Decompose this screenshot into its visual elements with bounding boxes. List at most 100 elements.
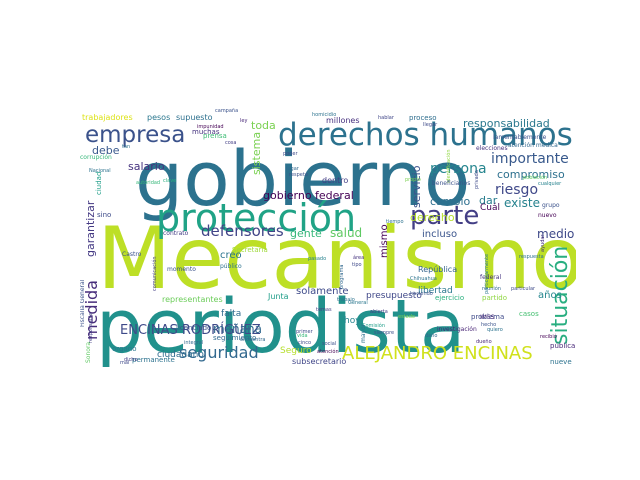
- word: siempre: [374, 330, 395, 336]
- word: público: [220, 263, 242, 270]
- word: cinco: [298, 340, 312, 346]
- word: debe: [92, 144, 120, 157]
- word: supuesto: [176, 113, 213, 122]
- word: contrato: [163, 230, 189, 237]
- word: ENCINAS RODRÍGUEZ: [120, 323, 261, 338]
- word: hecho: [481, 322, 497, 328]
- word: mismo: [379, 224, 390, 258]
- word: lugar: [286, 166, 299, 172]
- word: particularmente: [484, 253, 490, 294]
- word: ayudar: [540, 234, 546, 253]
- word: beneficiarios: [432, 180, 471, 187]
- word: Secretaría: [232, 246, 268, 254]
- word: riesgo: [495, 182, 539, 198]
- word: representantes: [162, 295, 223, 304]
- word: gobierno: [135, 134, 471, 223]
- word: Fiscalía General: [80, 279, 86, 327]
- word: seguridad: [179, 343, 259, 362]
- word: salario: [128, 160, 165, 173]
- word: ciudad: [95, 171, 103, 195]
- word: daño: [425, 333, 438, 339]
- word: trabajadores: [82, 113, 133, 122]
- word: servicio: [410, 165, 423, 208]
- word: años: [538, 290, 562, 301]
- word: federal: [480, 274, 502, 281]
- word: Cuál: [480, 203, 501, 213]
- word: incluso: [422, 229, 458, 240]
- word: autoridad: [136, 180, 161, 186]
- word-cloud: gobierno Mecanismo periodista protección…: [80, 105, 576, 367]
- word: parte: [410, 201, 480, 231]
- word: homicidio: [312, 112, 337, 118]
- word: lamentablemente: [493, 134, 547, 141]
- word: haciendo: [410, 291, 433, 297]
- word: ley: [240, 118, 248, 124]
- word: propio: [405, 177, 421, 183]
- word: investigación: [437, 326, 477, 333]
- word: responsabilidad: [463, 117, 550, 130]
- word: salud: [330, 226, 363, 240]
- word: tiempo: [386, 219, 404, 225]
- word: dueño: [476, 339, 492, 345]
- word: garantizar: [84, 200, 97, 257]
- word: Mecanismo: [97, 209, 576, 309]
- word: mayor: [360, 323, 367, 343]
- word: General: [348, 300, 368, 306]
- word: ALEJANDRO ENCINAS: [342, 343, 533, 364]
- word: dar: [479, 194, 498, 207]
- word: nuevo: [538, 212, 557, 219]
- word: comunicación: [152, 256, 158, 291]
- word: clave: [163, 178, 177, 184]
- word: prensa: [203, 132, 227, 140]
- word: hoy: [344, 316, 361, 326]
- word: nueve: [550, 358, 572, 366]
- word: pública: [550, 342, 576, 350]
- word: elecciones: [476, 145, 508, 152]
- word: derecho: [410, 211, 455, 224]
- word: Comisión: [362, 323, 386, 329]
- word: pesos: [147, 113, 171, 122]
- word: casos: [519, 310, 539, 318]
- word: cosa: [225, 140, 237, 146]
- word: persona: [430, 161, 487, 177]
- word: empresa: [85, 122, 186, 148]
- word: Seguro: [280, 346, 312, 356]
- word: atención: [317, 349, 339, 355]
- word: derechos humanos: [278, 117, 573, 153]
- word: llegar: [423, 122, 438, 128]
- word: Chihuahua: [410, 276, 437, 282]
- word: tan: [122, 144, 131, 150]
- word: periodista: [96, 284, 466, 367]
- word: grupo: [542, 202, 560, 209]
- word: programa: [339, 264, 345, 289]
- word: IMSS: [480, 314, 495, 321]
- word: presupuesto: [366, 291, 422, 301]
- word: protección: [156, 196, 357, 240]
- word: campaña: [215, 108, 239, 114]
- word: hablar: [378, 115, 394, 121]
- word: estado: [398, 314, 415, 320]
- word: Nacional: [89, 168, 111, 174]
- word: tipo: [352, 262, 362, 268]
- word: reunión: [482, 286, 501, 292]
- word: mañana: [213, 322, 262, 336]
- word: Castro: [122, 251, 142, 258]
- word: respeto: [289, 172, 308, 178]
- word: problema: [471, 313, 505, 321]
- word: creo: [220, 250, 242, 261]
- word: sino: [97, 211, 112, 219]
- word: respuesta: [519, 254, 544, 260]
- word: ciudadano: [157, 350, 204, 360]
- word: pasado: [308, 256, 327, 262]
- word: particular: [511, 286, 536, 292]
- word: momento: [167, 266, 196, 273]
- word: corrupción: [80, 154, 112, 161]
- word: ejercicio: [435, 294, 465, 302]
- word: área: [353, 255, 365, 261]
- word: responsable: [88, 312, 94, 343]
- word: importante: [491, 151, 569, 167]
- word: República: [418, 265, 458, 274]
- word: millones: [326, 116, 360, 125]
- word: falta: [221, 309, 242, 319]
- word: identificación: [446, 149, 452, 184]
